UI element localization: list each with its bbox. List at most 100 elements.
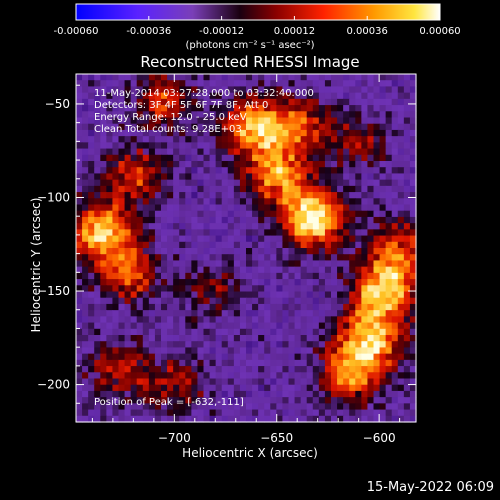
- heatmap-cell: [130, 86, 138, 94]
- heatmap-cell: [173, 372, 180, 380]
- heatmap-cell: [82, 272, 89, 280]
- heatmap-cell: [215, 216, 223, 224]
- heatmap-cell: [324, 235, 332, 243]
- heatmap-cell: [203, 129, 211, 137]
- heatmap-cell: [118, 185, 126, 193]
- heatmap-cell: [409, 136, 417, 143]
- heatmap-cell: [288, 310, 296, 317]
- heatmap-cell: [239, 167, 247, 175]
- heatmap-cell: [118, 105, 126, 112]
- heatmap-cell: [136, 359, 144, 367]
- heatmap-cell: [106, 384, 114, 392]
- heatmap-cell: [239, 397, 247, 404]
- heatmap-cell: [209, 384, 217, 392]
- heatmap-cell: [112, 167, 120, 175]
- heatmap-cell: [130, 390, 138, 398]
- heatmap-cell: [233, 316, 241, 324]
- heatmap-cell: [379, 198, 387, 206]
- heatmap-cell: [252, 142, 259, 150]
- heatmap-cell: [136, 241, 144, 249]
- heatmap-cell: [379, 179, 387, 187]
- heatmap-cell: [179, 316, 186, 324]
- heatmap-cell: [318, 129, 326, 137]
- heatmap-cell: [264, 173, 271, 181]
- heatmap-cell: [337, 248, 344, 255]
- heatmap-cell: [185, 248, 192, 255]
- heatmap-cell: [142, 272, 150, 280]
- heatmap-cell: [312, 86, 320, 94]
- heatmap-cell: [252, 316, 259, 324]
- heatmap-cell: [191, 328, 199, 336]
- heatmap-cell: [355, 378, 362, 386]
- heatmap-cell: [118, 335, 126, 342]
- heatmap-cell: [318, 86, 326, 94]
- heatmap-cell: [385, 98, 393, 106]
- heatmap-cell: [130, 198, 138, 206]
- heatmap-cell: [142, 384, 150, 392]
- heatmap-cell: [148, 415, 156, 423]
- heatmap-cell: [373, 353, 381, 361]
- heatmap-cell: [294, 322, 302, 330]
- heatmap-cell: [124, 303, 132, 311]
- heatmap-cell: [161, 80, 168, 88]
- heatmap-cell: [300, 415, 308, 423]
- heatmap-cell: [124, 397, 132, 404]
- heatmap-cell: [76, 328, 83, 336]
- heatmap-cell: [185, 223, 192, 230]
- heatmap-cell: [136, 136, 144, 143]
- heatmap-cell: [318, 136, 326, 143]
- heatmap-cell: [355, 167, 362, 175]
- heatmap-cell: [203, 341, 211, 349]
- heatmap-cell: [209, 204, 217, 212]
- heatmap-cell: [221, 341, 229, 349]
- heatmap-cell: [276, 167, 284, 175]
- heatmap-cell: [142, 154, 150, 162]
- heatmap-cell: [337, 210, 344, 218]
- heatmap-cell: [142, 397, 150, 404]
- heatmap-cell: [306, 105, 314, 112]
- heatmap-cell: [233, 98, 241, 106]
- heatmap-cell: [276, 129, 284, 137]
- heatmap-cell: [252, 92, 259, 100]
- heatmap-cell: [294, 285, 302, 293]
- heatmap-cell: [270, 260, 277, 268]
- heatmap-cell: [154, 390, 162, 398]
- heatmap-cell: [106, 74, 114, 81]
- heatmap-cell: [246, 148, 253, 156]
- heatmap-cell: [331, 403, 338, 411]
- heatmap-cell: [276, 403, 284, 411]
- heatmap-cell: [361, 210, 369, 218]
- heatmap-cell: [215, 192, 223, 199]
- heatmap-cell: [373, 204, 381, 212]
- heatmap-cell: [300, 148, 308, 156]
- heatmap-cell: [94, 229, 101, 237]
- heatmap-cell: [179, 353, 186, 361]
- heatmap-cell: [112, 372, 120, 380]
- colorbar: [75, 3, 441, 21]
- heatmap-cell: [88, 179, 95, 187]
- heatmap-cell: [300, 303, 308, 311]
- heatmap-cell: [282, 260, 290, 268]
- heatmap-cell: [361, 179, 369, 187]
- heatmap-cell: [167, 347, 174, 355]
- heatmap-cell: [331, 279, 338, 286]
- heatmap-cell: [264, 98, 271, 106]
- heatmap-cell: [343, 384, 350, 392]
- heatmap-cell: [197, 378, 205, 386]
- heatmap-cell: [324, 310, 332, 317]
- heatmap-cell: [379, 235, 387, 243]
- heatmap-cell: [82, 241, 89, 249]
- heatmap-cell: [239, 117, 247, 125]
- heatmap-cell: [276, 297, 284, 305]
- heatmap-cell: [288, 353, 296, 361]
- heatmap-cell: [288, 272, 296, 280]
- heatmap-cell: [312, 129, 320, 137]
- heatmap-cell: [385, 142, 393, 150]
- heatmap-cell: [185, 198, 192, 206]
- heatmap-cell: [88, 409, 95, 417]
- heatmap-cell: [124, 241, 132, 249]
- heatmap-cell: [337, 129, 344, 137]
- heatmap-cell: [227, 192, 235, 199]
- heatmap-cell: [142, 378, 150, 386]
- heatmap-cell: [379, 335, 387, 342]
